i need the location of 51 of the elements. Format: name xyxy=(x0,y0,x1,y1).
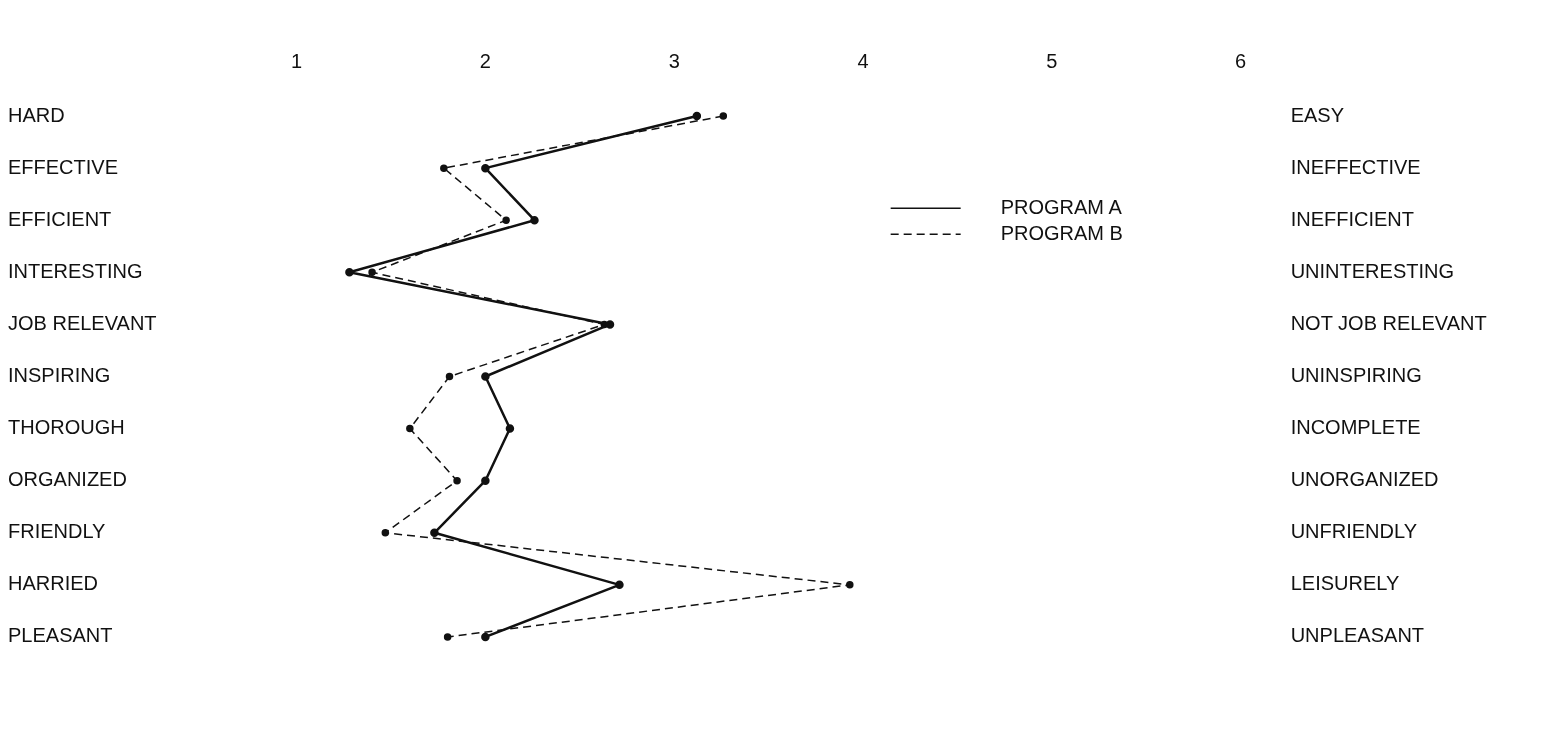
y-tick-label: THOROUGH xyxy=(8,416,125,439)
point xyxy=(615,580,624,590)
point xyxy=(481,163,490,173)
y2-tick-label: INEFFICIENT xyxy=(1290,207,1415,230)
x-tick-label: 6 xyxy=(1235,49,1247,72)
point xyxy=(406,424,414,433)
point xyxy=(530,215,539,225)
point xyxy=(605,320,615,329)
point xyxy=(381,529,390,537)
point xyxy=(846,581,854,589)
y-tick-label: HARD xyxy=(8,103,65,126)
x-tick-label: 5 xyxy=(1046,49,1058,72)
y-tick-label: PLEASANT xyxy=(8,624,113,647)
point xyxy=(345,268,354,277)
point xyxy=(505,424,515,433)
y2-tick-label: EASY xyxy=(1290,103,1345,126)
legend-label: PROGRAM A xyxy=(1000,195,1123,218)
y-tick-label: JOB RELEVANT xyxy=(8,311,157,334)
point xyxy=(368,268,376,277)
legend-label: PROGRAM B xyxy=(1000,221,1123,244)
x-tick-label: 2 xyxy=(479,49,491,72)
y2-tick-label: UNFRIENDLY xyxy=(1290,520,1417,543)
y-tick-label: FRIENDLY xyxy=(8,520,106,543)
point xyxy=(481,476,490,485)
point xyxy=(481,372,490,381)
point xyxy=(453,476,461,485)
point xyxy=(445,372,454,381)
y-tick-label: INTERESTING xyxy=(8,259,143,282)
point xyxy=(502,216,510,224)
point xyxy=(481,632,490,642)
point xyxy=(719,112,728,120)
y2-tick-label: INEFFECTIVE xyxy=(1290,155,1421,178)
point xyxy=(430,528,439,538)
x-tick-label: 1 xyxy=(290,49,303,72)
y2-tick-label: INCOMPLETE xyxy=(1290,416,1421,439)
point xyxy=(443,633,452,641)
y-tick-label: ORGANIZED xyxy=(8,468,127,491)
y2-tick-label: LEISURELY xyxy=(1290,572,1400,595)
y-tick-label: HARRIED xyxy=(8,572,99,595)
y2-tick-label: UNINTERESTING xyxy=(1290,259,1455,282)
y2-tick-label: UNPLEASANT xyxy=(1290,624,1425,647)
y2-tick-label: UNORGANIZED xyxy=(1290,468,1439,491)
y-tick-label: EFFECTIVE xyxy=(8,155,119,178)
y-tick-label: INSPIRING xyxy=(8,364,111,387)
y2-tick-label: NOT JOB RELEVANT xyxy=(1290,311,1487,334)
point xyxy=(440,164,448,172)
x-tick-label: 4 xyxy=(857,49,869,72)
y-tick-label: EFFICIENT xyxy=(8,207,112,230)
point xyxy=(692,111,702,121)
y2-tick-label: UNINSPIRING xyxy=(1290,364,1422,387)
x-tick-label: 3 xyxy=(668,49,680,72)
